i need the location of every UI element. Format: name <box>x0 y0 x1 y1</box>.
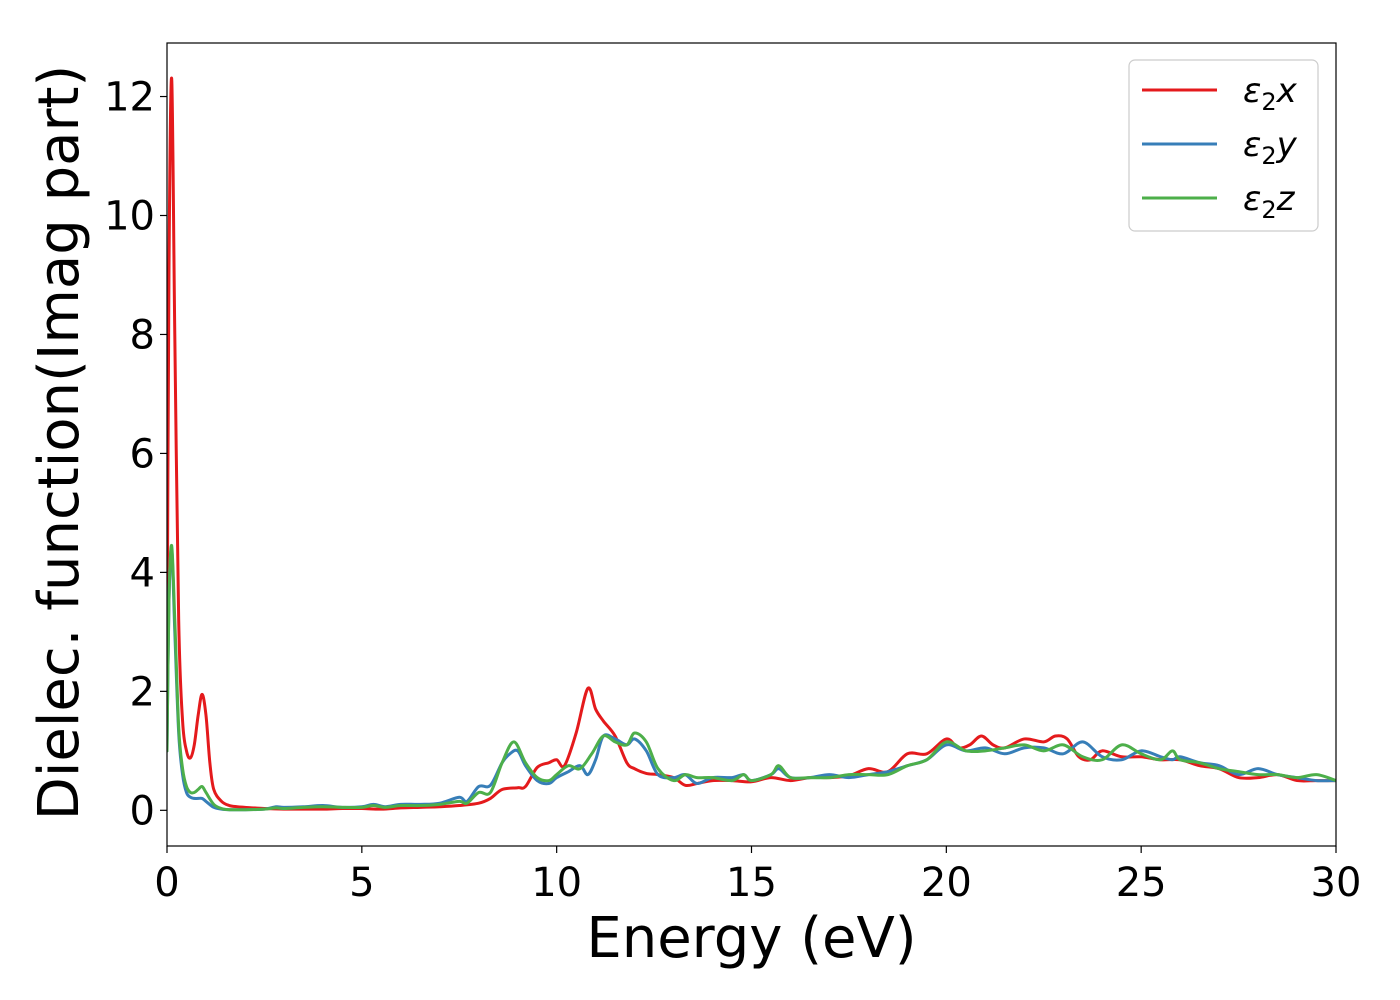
series-line-y <box>167 546 1336 812</box>
y-axis-label: Dielec. function(Imag part) <box>27 65 92 821</box>
y-tick-label: 8 <box>130 312 155 358</box>
x-tick-label: 30 <box>1311 860 1362 906</box>
y-tick-label: 12 <box>104 75 155 121</box>
x-axis-label: Energy (eV) <box>586 906 916 971</box>
ticks-layer: 0 5 10 15 20 25 30 0 2 4 6 8 10 12 <box>104 75 1361 906</box>
series-line-x <box>167 76 1336 811</box>
x-tick-label: 20 <box>921 860 972 906</box>
series-line-z <box>167 544 1336 812</box>
x-tick-label: 25 <box>1116 860 1167 906</box>
legend-label-x: ε2x <box>1243 71 1298 116</box>
x-tick-label: 5 <box>349 860 374 906</box>
legend-label-z: ε2z <box>1243 179 1296 224</box>
x-tick-label: 0 <box>154 860 179 906</box>
legend-label-y: ε2y <box>1243 125 1298 170</box>
legend-box <box>1128 59 1319 232</box>
x-tick-label: 15 <box>726 860 777 906</box>
y-tick-label: 2 <box>130 669 155 715</box>
series-layer <box>167 76 1336 812</box>
legend: ε2x ε2y ε2z <box>1128 59 1319 232</box>
y-tick-label: 10 <box>104 193 155 239</box>
y-tick-label: 6 <box>130 431 155 477</box>
y-tick-label: 4 <box>130 550 155 596</box>
y-tick-label: 0 <box>130 788 155 834</box>
x-tick-label: 10 <box>531 860 582 906</box>
